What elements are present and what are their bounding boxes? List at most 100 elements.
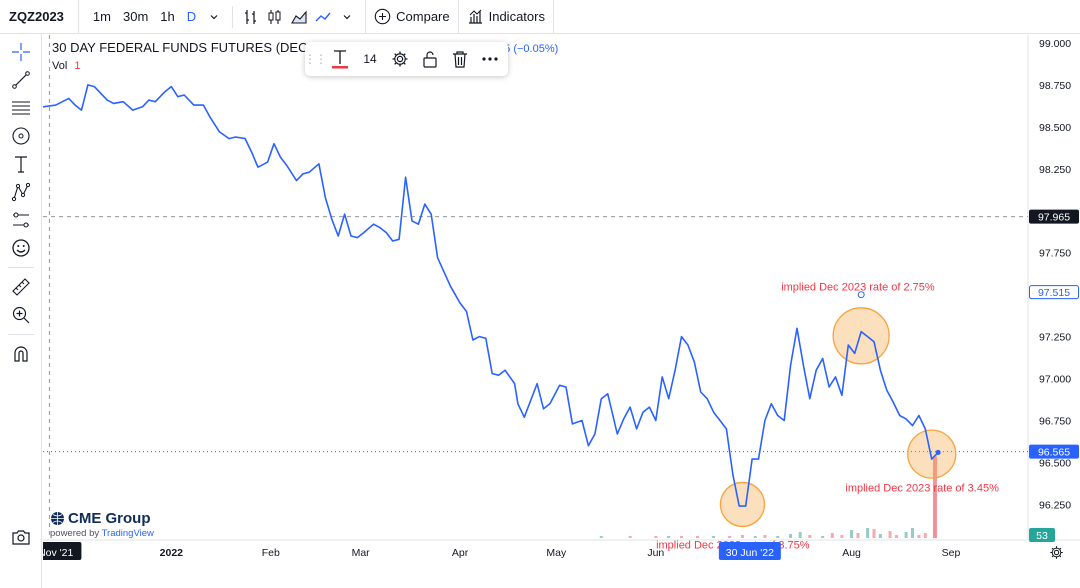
series-title: 30 DAY FEDERAL FUNDS FUTURES (DEC 202	[52, 40, 333, 55]
volume-bar	[798, 532, 802, 538]
bars-chart-icon[interactable]	[239, 5, 263, 29]
y-tick-label: 98.250	[1039, 164, 1071, 176]
volume-bar	[866, 528, 870, 538]
magnet-icon[interactable]	[9, 342, 33, 366]
crosshair-date-badge	[43, 542, 82, 560]
last-price-dot	[935, 449, 941, 455]
compare-button[interactable]: Compare	[365, 0, 459, 34]
volume-bar	[904, 532, 908, 538]
price-axis-badge	[1029, 444, 1079, 459]
crosshair-date-label: 24 Nov '21	[43, 547, 74, 559]
volume-legend: Vol 1	[52, 60, 80, 72]
price-series-line	[43, 84, 939, 507]
symbol-search[interactable]: ZQZ2023	[0, 0, 79, 34]
volume-bar	[776, 536, 780, 538]
crosshair-price-label: 97.965	[1038, 212, 1070, 224]
anchor-point	[857, 291, 865, 299]
toolbar-divider	[232, 5, 234, 28]
screenshot-camera-icon[interactable]	[9, 525, 33, 549]
toolbar-divider	[8, 267, 34, 268]
highlight-date-badge	[718, 542, 781, 560]
trend-line-tool-icon[interactable]	[9, 68, 33, 92]
highlight-circle	[719, 481, 766, 528]
line-chart-icon[interactable]	[311, 5, 335, 29]
timeframe-dropdown-chevron-icon[interactable]	[202, 5, 226, 29]
series-change: 45 (−0.05%)	[498, 43, 559, 55]
x-tick-label: Aug	[842, 547, 861, 559]
highlight-circle	[832, 307, 890, 365]
volume-bar	[872, 529, 876, 538]
tradingview-label[interactable]: TradingView	[101, 528, 154, 539]
highlight-circle	[907, 429, 957, 479]
y-tick-label: 98.500	[1039, 122, 1071, 134]
volume-bar	[696, 536, 700, 538]
price-chart[interactable]: 99.000 98.750 98.500 98.250 97.750 97.250 97.0…	[43, 35, 1080, 588]
annotation-label: implied Dec 2023 rate of 2.75%	[781, 281, 935, 293]
volume-bar	[878, 534, 882, 538]
emoji-tool-icon[interactable]	[9, 236, 33, 260]
timeframe-1h[interactable]: 1h	[160, 9, 175, 24]
drag-handle-icon[interactable]: ⋮⋮	[304, 52, 327, 66]
font-size-button[interactable]: 14	[363, 52, 377, 66]
y-tick-label: 97.000	[1039, 374, 1071, 386]
volume-bar	[910, 528, 914, 538]
series-legend: 30 DAY FEDERAL FUNDS FUTURES (DEC 202 45…	[52, 40, 558, 55]
price-axis-label: 96.565	[1038, 447, 1070, 459]
powered-by-label: powered by	[50, 528, 102, 539]
indicators-button[interactable]: Indicators	[459, 0, 554, 34]
compare-label: Compare	[396, 9, 450, 24]
volume-bar	[654, 536, 658, 538]
x-tick-label: Jun	[647, 547, 664, 559]
volume-legend-value: 1	[74, 60, 81, 72]
volume-bar	[712, 536, 716, 538]
volume-bar	[894, 535, 898, 538]
lock-icon[interactable]	[415, 42, 445, 76]
indicators-icon	[468, 9, 482, 24]
y-tick-label: 96.750	[1039, 416, 1071, 428]
crosshair-tool-icon[interactable]	[9, 40, 33, 64]
indicators-label: Indicators	[488, 9, 545, 24]
top-toolbar: ZQZ2023 1m 30m 1h D Compare Indicators	[0, 0, 1080, 34]
crosshair-price-badge	[1029, 209, 1079, 224]
y-tick-label: 99.000	[1039, 38, 1071, 50]
chart-settings-gear-icon[interactable]	[1046, 542, 1066, 562]
volume-legend-label: Vol	[52, 60, 68, 72]
y-tick-label: 97.750	[1039, 248, 1071, 260]
volume-bar	[667, 536, 671, 538]
volume-bar	[808, 535, 812, 538]
candles-chart-icon[interactable]	[263, 5, 287, 29]
area-chart-icon[interactable]	[287, 5, 311, 29]
volume-bar	[599, 536, 603, 538]
price-axis-badge	[1029, 285, 1079, 300]
highlight-date-label: 30 Jun '22	[726, 547, 774, 559]
x-tick-label: Feb	[262, 547, 280, 559]
fib-retracement-tool-icon[interactable]	[9, 96, 33, 120]
volume-bar	[840, 535, 844, 538]
forecast-tool-icon[interactable]	[9, 208, 33, 232]
patterns-tool-icon[interactable]	[9, 180, 33, 204]
y-tick-label: 96.250	[1039, 499, 1071, 511]
text-tool-icon[interactable]	[9, 152, 33, 176]
ruler-tool-icon[interactable]	[9, 275, 33, 299]
settings-gear-icon[interactable]	[385, 42, 415, 76]
more-options-icon[interactable]	[475, 42, 505, 76]
drawing-floating-toolbar: ⋮⋮ 14	[304, 42, 508, 76]
shapes-tool-icon[interactable]	[9, 124, 33, 148]
zoom-in-icon[interactable]	[9, 303, 33, 327]
timeframe-d[interactable]: D	[186, 9, 197, 24]
volume-bar	[740, 535, 744, 538]
x-tick-label: Sep	[942, 547, 961, 559]
volume-bar	[932, 456, 937, 538]
chart-area[interactable]: 99.000 98.750 98.500 98.250 97.750 97.250 97.0…	[43, 35, 1080, 588]
volume-bar	[763, 535, 767, 538]
plus-circle-icon	[374, 8, 391, 25]
timeframe-30m[interactable]: 30m	[122, 9, 149, 24]
delete-trash-icon[interactable]	[445, 42, 475, 76]
timeframe-1m[interactable]: 1m	[92, 9, 111, 24]
text-color-button[interactable]	[325, 42, 355, 76]
x-tick-label: May	[546, 547, 567, 559]
y-tick-label: 98.750	[1039, 80, 1071, 92]
chart-type-chevron-icon[interactable]	[335, 5, 359, 29]
drawing-toolbar	[0, 34, 42, 588]
price-axis-label: 97.515	[1038, 287, 1070, 299]
